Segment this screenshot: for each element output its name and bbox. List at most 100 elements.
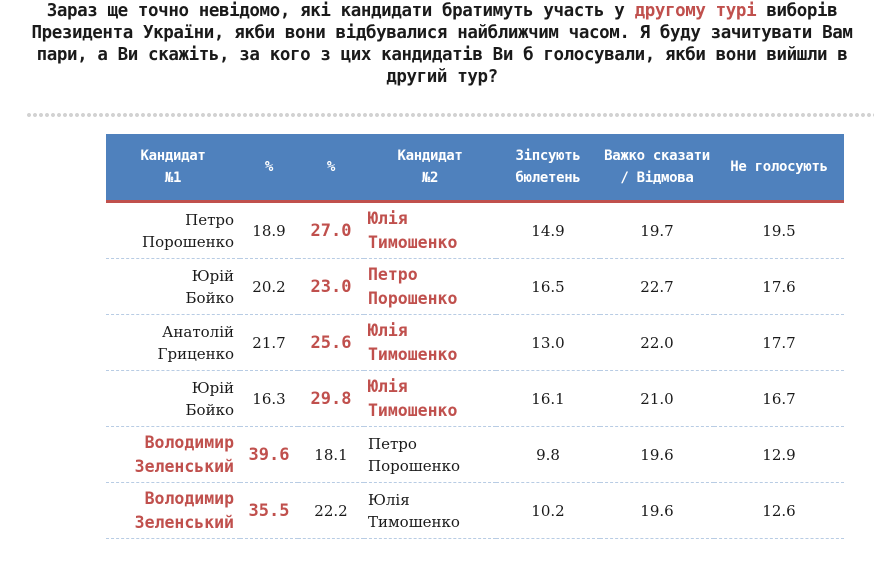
candidate-2-percent: 23.0	[310, 276, 352, 297]
candidate-1-name: Володимир Зеленський	[134, 432, 234, 476]
table-row: Володимир Зеленський 35.5 22.2 Юлія Тимошенко…	[106, 482, 844, 539]
header-candidate-1: Кандидат №1	[106, 134, 240, 202]
candidate-1-percent: 20.2	[252, 277, 286, 296]
candidate-1-percent: 21.7	[252, 333, 286, 352]
candidate-1-percent-cell: 21.7	[240, 314, 298, 371]
candidate-2-percent: 29.8	[310, 388, 352, 409]
candidate-2-percent-cell: 22.2	[298, 482, 364, 539]
candidate-2-name-cell: Юлія Тимошенко	[364, 314, 496, 371]
header-candidate-2: Кандидат №2	[364, 134, 496, 202]
hard-to-say-value: 21.0	[640, 389, 674, 408]
hard-to-say-value-cell: 19.7	[600, 201, 714, 259]
hard-to-say-value-cell: 22.7	[600, 258, 714, 315]
table-row: Володимир Зеленський 39.6 18.1 Петро Порошенк…	[106, 426, 844, 483]
candidate-1-percent: 39.6	[248, 444, 290, 465]
candidate-1-name-cell: Володимир Зеленський	[106, 482, 240, 539]
candidate-1-name: Володимир Зеленський	[134, 488, 234, 532]
spoil-ballot-value: 10.2	[531, 501, 565, 520]
spoil-ballot-value: 16.1	[531, 389, 565, 408]
candidate-1-percent: 18.9	[252, 221, 286, 240]
spoil-ballot-value-cell: 14.9	[496, 201, 600, 259]
not-voting-value: 19.5	[762, 221, 796, 240]
survey-question: Зараз ще точно невідомо, які кандидати б…	[14, 0, 870, 88]
dotted-divider	[26, 112, 874, 118]
candidate-1-name: Петро Порошенко	[142, 210, 234, 251]
candidate-1-name: Юрій Бойко	[185, 266, 234, 307]
candidate-2-percent-cell: 29.8	[298, 370, 364, 427]
hard-to-say-value: 19.6	[640, 501, 674, 520]
spoil-ballot-value-cell: 16.1	[496, 370, 600, 427]
spoil-ballot-value-cell: 10.2	[496, 482, 600, 539]
candidate-2-name-cell: Юлія Тимошенко	[364, 201, 496, 259]
candidate-1-percent-cell: 20.2	[240, 258, 298, 315]
header-percent-2: %	[298, 134, 364, 202]
hard-to-say-value: 22.7	[640, 277, 674, 296]
not-voting-value: 17.7	[762, 333, 796, 352]
question-text-start: Зараз ще точно невідомо, які кандидати б…	[46, 1, 635, 21]
candidate-1-name: Юрій Бойко	[185, 378, 234, 419]
not-voting-value-cell: 12.6	[714, 482, 844, 539]
candidate-1-percent: 35.5	[248, 500, 290, 521]
candidate-2-name-cell: Петро Порошенко	[364, 258, 496, 315]
not-voting-value: 12.6	[762, 501, 796, 520]
hard-to-say-value: 19.6	[640, 445, 674, 464]
candidate-2-percent: 22.2	[314, 501, 348, 520]
spoil-ballot-value: 16.5	[531, 277, 565, 296]
candidate-2-percent: 25.6	[310, 332, 352, 353]
candidate-2-percent: 27.0	[310, 220, 352, 241]
candidate-2-name: Юлія Тимошенко	[368, 490, 460, 531]
not-voting-value-cell: 17.6	[714, 258, 844, 315]
candidate-1-percent-cell: 18.9	[240, 201, 298, 259]
table-row: Юрій Бойко 16.3 29.8 Юлія Тимошенко 16.1 21.0 16…	[106, 370, 844, 427]
spoil-ballot-value: 13.0	[531, 333, 565, 352]
candidate-1-name-cell: Петро Порошенко	[106, 201, 240, 259]
candidate-2-name: Юлія Тимошенко	[368, 320, 458, 364]
header-hard-to-say: Важко сказати / Відмова	[600, 134, 714, 202]
candidate-1-percent-cell: 39.6	[240, 426, 298, 483]
candidate-1-name-cell: Володимир Зеленський	[106, 426, 240, 483]
candidate-1-name-cell: Анатолій Гриценко	[106, 314, 240, 371]
not-voting-value: 17.6	[762, 277, 796, 296]
table-row: Юрій Бойко 20.2 23.0 Петро Порошенко 16.5 22.7 1…	[106, 258, 844, 315]
spoil-ballot-value-cell: 13.0	[496, 314, 600, 371]
not-voting-value: 16.7	[762, 389, 796, 408]
candidate-2-name-cell: Юлія Тимошенко	[364, 482, 496, 539]
hard-to-say-value-cell: 22.0	[600, 314, 714, 371]
candidate-1-name-cell: Юрій Бойко	[106, 370, 240, 427]
not-voting-value-cell: 12.9	[714, 426, 844, 483]
candidate-1-name: Анатолій Гриценко	[157, 322, 234, 363]
candidate-1-percent: 16.3	[252, 389, 286, 408]
candidate-2-percent: 18.1	[314, 445, 348, 464]
hard-to-say-value-cell: 19.6	[600, 426, 714, 483]
runoff-results-table: Кандидат №1 % % Кандидат №2 Зіпсують бюлет…	[106, 134, 844, 539]
header-percent-1: %	[240, 134, 298, 202]
candidate-2-name: Петро Порошенко	[368, 264, 458, 308]
candidate-2-percent-cell: 27.0	[298, 201, 364, 259]
candidate-2-name: Петро Порошенко	[368, 434, 460, 475]
candidate-2-name: Юлія Тимошенко	[368, 376, 458, 420]
table-row: Анатолій Гриценко 21.7 25.6 Юлія Тимошенко 13.…	[106, 314, 844, 371]
table-row: Петро Порошенко 18.9 27.0 Юлія Тимошенко 14.9 1…	[106, 201, 844, 259]
candidate-2-percent-cell: 25.6	[298, 314, 364, 371]
not-voting-value-cell: 16.7	[714, 370, 844, 427]
candidate-2-percent-cell: 23.0	[298, 258, 364, 315]
spoil-ballot-value-cell: 9.8	[496, 426, 600, 483]
question-highlight: другому турі	[634, 1, 757, 21]
hard-to-say-value: 22.0	[640, 333, 674, 352]
header-not-voting: Не голосують	[714, 134, 844, 202]
spoil-ballot-value: 14.9	[531, 221, 565, 240]
not-voting-value-cell: 19.5	[714, 201, 844, 259]
question-text-end: виборів Президента України, якби вони ві…	[31, 1, 853, 87]
header-spoil-ballot: Зіпсують бюлетень	[496, 134, 600, 202]
candidate-2-percent-cell: 18.1	[298, 426, 364, 483]
table-header-row: Кандидат №1 % % Кандидат №2 Зіпсують бюлет…	[106, 134, 844, 202]
spoil-ballot-value: 9.8	[536, 445, 560, 464]
hard-to-say-value: 19.7	[640, 221, 674, 240]
candidate-2-name-cell: Юлія Тимошенко	[364, 370, 496, 427]
candidate-1-percent-cell: 35.5	[240, 482, 298, 539]
table-body: Петро Порошенко 18.9 27.0 Юлія Тимошенко 14.9 1…	[106, 201, 844, 539]
candidate-2-name-cell: Петро Порошенко	[364, 426, 496, 483]
not-voting-value: 12.9	[762, 445, 796, 464]
not-voting-value-cell: 17.7	[714, 314, 844, 371]
hard-to-say-value-cell: 19.6	[600, 482, 714, 539]
